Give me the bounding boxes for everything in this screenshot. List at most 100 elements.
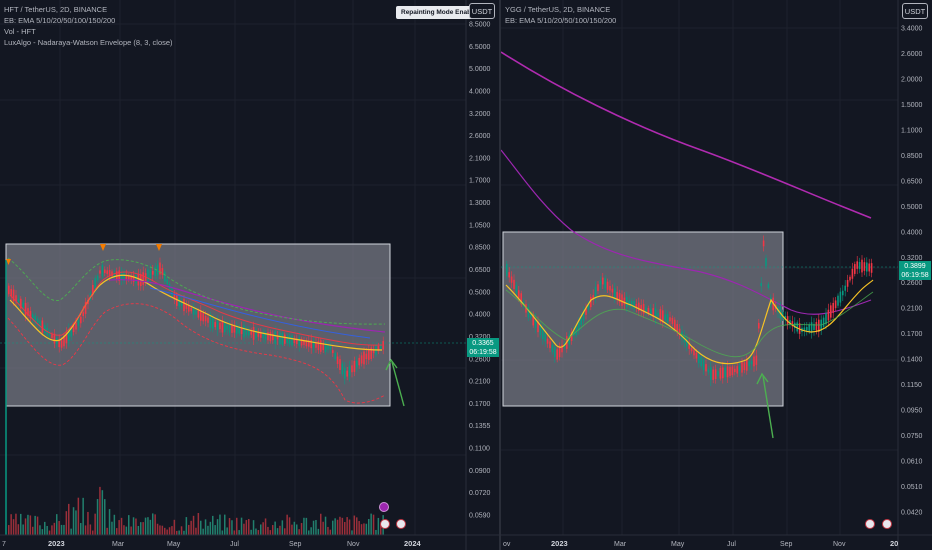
volume-bar — [212, 515, 214, 535]
us-flag-icon[interactable] — [396, 519, 406, 529]
volume-bar — [161, 525, 164, 535]
volume-bar — [164, 527, 166, 535]
ema-indicator-label[interactable]: EB: EMA 5/10/20/50/100/150/200 — [4, 16, 116, 25]
candle-body — [510, 276, 513, 283]
candle-body — [599, 280, 602, 285]
candle-body — [339, 359, 341, 370]
volume-bar — [344, 522, 346, 535]
candle-body — [870, 263, 873, 273]
y-tick: 0.0590 — [469, 513, 491, 520]
y-tick: 0.0720 — [469, 490, 491, 497]
candle-body — [863, 262, 866, 271]
ygg-chart-canvas[interactable]: 3.4000 2.6000 2.0000 1.5000 1.1000 0.8500 0.65… — [501, 0, 932, 550]
candle-body — [344, 367, 346, 379]
candle-body — [288, 335, 291, 345]
candle-body — [810, 322, 813, 333]
candle-body — [197, 310, 200, 318]
candle-body — [532, 313, 534, 326]
candle-body — [866, 262, 868, 272]
candle-body — [286, 336, 288, 343]
candle-body — [520, 293, 522, 305]
candle-body — [705, 364, 707, 372]
candle-body — [329, 346, 332, 350]
signal-triangle — [6, 259, 11, 265]
candle-body — [226, 325, 228, 330]
hft-chart-canvas[interactable]: 8.5000 6.5000 5.0000 4.0000 3.2000 2.6000 2.10… — [0, 0, 499, 550]
currency-button[interactable]: USDT — [469, 3, 495, 19]
hft-price-axis: 8.5000 6.5000 5.0000 4.0000 3.2000 2.6000 2.10… — [469, 22, 491, 520]
candle-body — [578, 321, 580, 331]
candle-body — [245, 328, 248, 336]
volume-bar — [255, 528, 257, 535]
candle-body — [12, 289, 15, 302]
x-tick: Nov — [833, 541, 846, 548]
chart-pane-ygg[interactable]: 3.4000 2.6000 2.0000 1.5000 1.1000 0.8500 0.65… — [501, 0, 932, 550]
us-flag-icon[interactable] — [882, 519, 892, 529]
volume-indicator-label[interactable]: Vol - HFT — [4, 27, 36, 36]
y-tick: 0.6500 — [469, 267, 491, 274]
x-tick: ov — [503, 541, 511, 548]
volume-bar — [65, 511, 68, 535]
hft-legend[interactable]: HFT / TetherUS, 2D, BINANCE EB: EMA 5/10… — [4, 4, 173, 48]
candle-body — [671, 317, 674, 324]
volume-bar — [322, 521, 324, 535]
volume-bar — [180, 526, 183, 535]
candle-body — [731, 366, 734, 376]
candle-body — [216, 320, 219, 330]
candle-body — [260, 332, 262, 338]
candle-body — [522, 301, 525, 306]
symbol-title[interactable]: YGG / TetherUS, 2D, BINANCE — [505, 5, 611, 14]
candle-body — [678, 328, 681, 335]
candle-body — [537, 321, 539, 333]
volume-bar — [41, 529, 44, 535]
volume-bar — [233, 530, 236, 535]
y-tick: 1.1000 — [901, 127, 923, 134]
candle-body — [238, 326, 240, 334]
volume-bar — [348, 519, 351, 535]
candle-body — [707, 369, 710, 373]
candle-body — [269, 332, 272, 342]
ygg-legend[interactable]: YGG / TetherUS, 2D, BINANCE EB: EMA 5/10… — [505, 4, 616, 26]
volume-bar — [327, 526, 329, 535]
volume-bar — [238, 530, 240, 535]
candle-body — [70, 327, 72, 337]
chart-pane-hft[interactable]: 8.5000 6.5000 5.0000 4.0000 3.2000 2.6000 2.10… — [0, 0, 499, 550]
volume-bar — [269, 530, 272, 535]
volume-bar — [202, 528, 204, 535]
candle-body — [695, 352, 698, 359]
currency-button[interactable]: USDT — [902, 3, 928, 19]
us-flag-icon[interactable] — [380, 519, 390, 529]
candle-body — [743, 362, 746, 371]
candle-body — [276, 336, 279, 340]
us-flag-icon[interactable] — [865, 519, 875, 529]
y-tick: 3.2000 — [469, 111, 491, 118]
candle-body — [626, 296, 628, 308]
symbol-title[interactable]: HFT / TetherUS, 2D, BINANCE — [4, 5, 108, 14]
candle-body — [666, 314, 669, 323]
y-tick: 0.3200 — [901, 255, 923, 262]
volume-bar — [293, 521, 296, 535]
volume-bar — [36, 516, 39, 535]
candle-body — [808, 324, 810, 333]
candle-body — [856, 261, 858, 269]
envelope-indicator-label[interactable]: LuxAlgo - Nadaraya-Watson Envelope (8, 3… — [4, 38, 173, 47]
candle-body — [92, 284, 94, 296]
candle-body — [585, 308, 587, 315]
y-tick: 0.0950 — [901, 408, 923, 415]
range-box[interactable] — [502, 231, 784, 407]
candle-body — [327, 345, 329, 350]
candle-body — [190, 307, 192, 312]
pane-divider[interactable] — [499, 0, 501, 550]
candle-body — [657, 312, 659, 317]
ema-10-line — [9, 271, 383, 346]
lightning-event-icon[interactable] — [379, 502, 389, 512]
volume-bar — [130, 526, 132, 535]
candle-body — [128, 275, 130, 280]
candle-body — [123, 271, 125, 282]
volume-bar — [32, 526, 34, 535]
ema-indicator-label[interactable]: EB: EMA 5/10/20/50/100/150/200 — [505, 16, 617, 25]
candle-body — [842, 290, 844, 296]
candle-body — [84, 302, 87, 314]
volume-bar — [341, 517, 344, 535]
candle-body — [681, 331, 683, 340]
